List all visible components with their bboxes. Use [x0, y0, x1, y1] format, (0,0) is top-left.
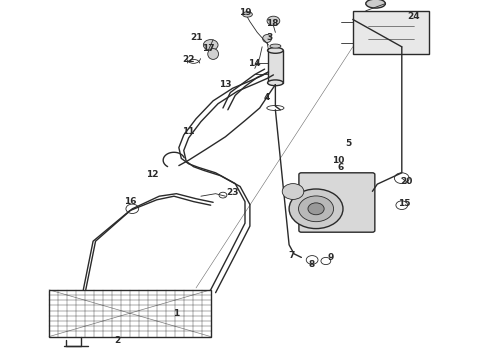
Text: 6: 6	[338, 163, 343, 172]
Text: 16: 16	[123, 197, 136, 206]
Text: 13: 13	[219, 80, 232, 89]
Text: 9: 9	[327, 253, 334, 262]
FancyBboxPatch shape	[299, 173, 375, 232]
Circle shape	[203, 40, 218, 50]
Bar	[268, 50, 283, 83]
Ellipse shape	[268, 48, 283, 53]
Text: 21: 21	[190, 33, 202, 42]
Circle shape	[298, 196, 334, 222]
Text: 2: 2	[115, 336, 121, 345]
Text: 14: 14	[248, 58, 261, 68]
Text: 17: 17	[202, 44, 215, 53]
Ellipse shape	[268, 80, 283, 86]
Ellipse shape	[243, 12, 252, 17]
Circle shape	[267, 16, 280, 26]
Text: 15: 15	[398, 199, 411, 208]
Text: 4: 4	[264, 93, 270, 102]
Text: 22: 22	[182, 55, 195, 64]
Bar	[353, 11, 429, 54]
Text: 10: 10	[332, 156, 344, 165]
Text: 18: 18	[266, 19, 278, 28]
Ellipse shape	[263, 35, 271, 42]
Text: 5: 5	[345, 139, 351, 148]
Text: 11: 11	[182, 127, 195, 136]
Text: 23: 23	[226, 188, 239, 197]
Circle shape	[308, 203, 324, 215]
Text: 24: 24	[408, 12, 420, 21]
Circle shape	[289, 189, 343, 229]
Text: 8: 8	[308, 260, 314, 269]
Circle shape	[282, 184, 304, 199]
Text: 1: 1	[173, 309, 179, 318]
Text: 12: 12	[146, 170, 158, 179]
Ellipse shape	[270, 44, 281, 48]
Text: 3: 3	[267, 33, 272, 42]
Text: 7: 7	[288, 251, 295, 260]
Text: 19: 19	[239, 8, 251, 17]
Text: 20: 20	[400, 177, 413, 186]
Ellipse shape	[208, 49, 219, 59]
Ellipse shape	[366, 0, 385, 8]
